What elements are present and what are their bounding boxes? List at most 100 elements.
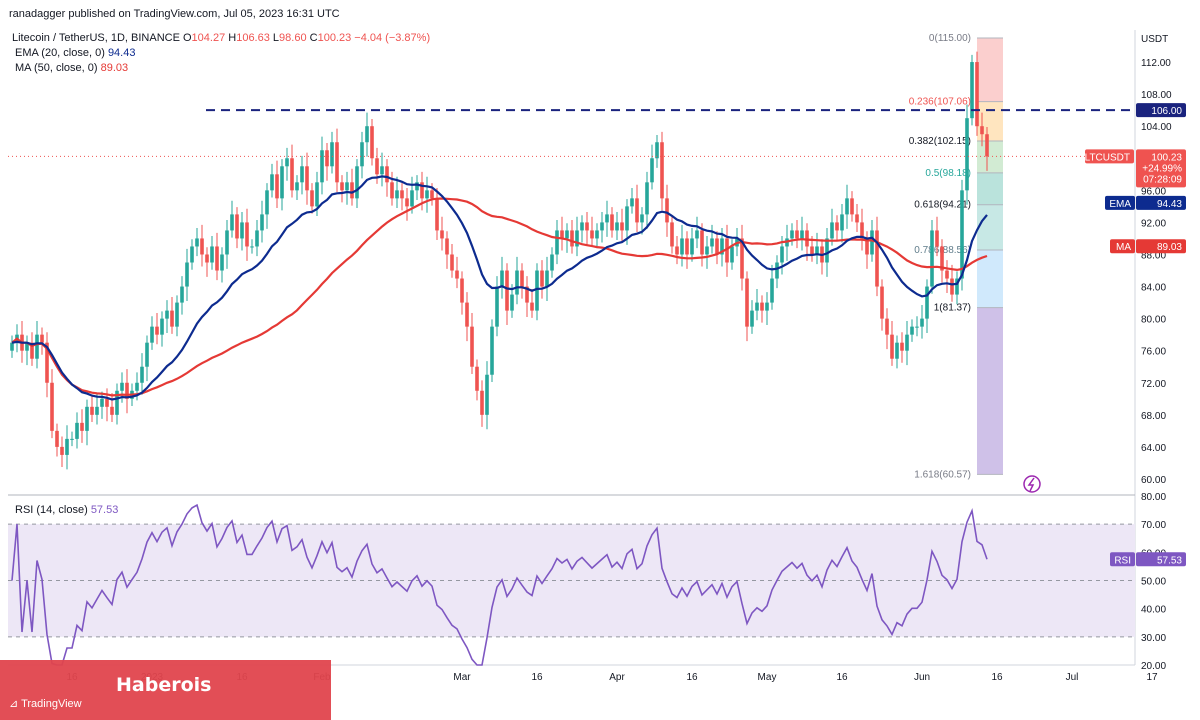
candle-body <box>120 382 124 391</box>
candle-body <box>580 222 584 231</box>
candle-body <box>415 182 419 191</box>
candle-body <box>555 230 559 255</box>
candle-body <box>675 246 679 255</box>
candle-body <box>145 342 149 367</box>
candle-body <box>275 174 279 199</box>
candle-body <box>250 246 254 248</box>
price-tick-label: 88.00 <box>1141 250 1166 261</box>
rsi-tick-label: 30.00 <box>1141 633 1166 644</box>
price-tick-label: 64.00 <box>1141 443 1166 454</box>
candle-body <box>885 318 889 335</box>
candle-body <box>380 166 384 175</box>
candle-body <box>565 230 569 239</box>
candle-body <box>545 270 549 287</box>
candle-body <box>260 214 264 231</box>
candle-body <box>740 238 744 279</box>
ma-name-badge-text: MA <box>1116 242 1131 253</box>
candle-body <box>110 406 114 415</box>
candle-body <box>210 246 214 263</box>
candle-body <box>715 238 719 255</box>
candle-body <box>845 198 849 215</box>
candle-body <box>370 126 374 159</box>
time-tick-label: May <box>758 672 777 683</box>
candle-body <box>345 182 349 191</box>
candle-body <box>440 230 444 239</box>
candle-body <box>895 342 899 359</box>
candle-body <box>720 238 724 255</box>
candle-body <box>400 190 404 199</box>
candle-body <box>285 158 289 167</box>
candle-body <box>95 406 99 415</box>
candle-body <box>575 230 579 247</box>
candle-body <box>75 422 79 439</box>
fib-zone <box>977 38 1003 102</box>
candle-body <box>485 374 489 415</box>
candle-body <box>470 326 474 367</box>
watermark-banner <box>0 660 331 720</box>
lightning-icon[interactable] <box>1023 475 1041 493</box>
fib-level-label: 0.5(98.18) <box>925 168 971 179</box>
fib-zone <box>977 204 1003 250</box>
candle-body <box>920 318 924 327</box>
candle-body <box>365 126 369 143</box>
candle-body <box>135 382 139 391</box>
candle-body <box>570 230 574 247</box>
candle-body <box>680 238 684 255</box>
candle-body <box>360 142 364 167</box>
candle-body <box>645 182 649 215</box>
candle-body <box>855 214 859 223</box>
candle-body <box>355 166 359 199</box>
candle-body <box>840 214 844 231</box>
ema-value-badge-text: 94.43 <box>1157 199 1182 210</box>
candle-body <box>650 158 654 183</box>
candle-body <box>980 126 984 135</box>
candle-body <box>265 190 269 215</box>
candle-body <box>695 230 699 239</box>
candle-body <box>710 238 714 247</box>
candle-body <box>460 278 464 303</box>
candle-body <box>530 302 534 311</box>
candle-body <box>585 222 589 231</box>
candle-body <box>850 198 854 215</box>
candle-body <box>340 182 344 191</box>
candle-body <box>690 238 694 255</box>
ema-name-badge-text: EMA <box>1109 199 1131 210</box>
resistance-badge-text: 106.00 <box>1151 106 1182 117</box>
ema-value-badge-bg <box>1136 195 1186 210</box>
rsi-value-badge-text: 57.53 <box>1157 555 1182 566</box>
published-line: ranadagger published on TradingView.com,… <box>9 8 340 20</box>
fib-zone <box>977 172 1003 205</box>
candle-body <box>35 334 39 359</box>
candle-body <box>405 198 409 207</box>
ma-legend: MA (50, close, 0) 89.03 <box>15 62 128 74</box>
price-tick-label: 68.00 <box>1141 411 1166 422</box>
candle-body <box>810 246 814 255</box>
candle-body <box>240 222 244 239</box>
candle-body <box>975 62 979 127</box>
rsi-tick-label: 80.00 <box>1141 492 1166 503</box>
candle-body <box>750 310 754 327</box>
candle-body <box>540 270 544 287</box>
time-tick-label: 16 <box>686 672 698 683</box>
candle-body <box>410 190 414 207</box>
candle-body <box>805 230 809 247</box>
fib-level-label: 0(115.00) <box>929 33 971 44</box>
candle-body <box>625 206 629 231</box>
candles-group <box>10 51 989 470</box>
candle-body <box>835 222 839 231</box>
candle-body <box>960 190 964 279</box>
candle-body <box>115 390 119 415</box>
candle-body <box>495 286 499 327</box>
candle-body <box>25 342 29 351</box>
candle-body <box>475 366 479 391</box>
candle-body <box>350 182 354 199</box>
tradingview-logo: ⊿ TradingView <box>9 698 82 710</box>
candle-body <box>815 246 819 255</box>
candle-body <box>385 166 389 183</box>
candle-body <box>280 166 284 199</box>
candle-body <box>970 62 974 119</box>
price-tick-label: 72.00 <box>1141 379 1166 390</box>
currency-label: USDT <box>1141 34 1168 45</box>
candle-body <box>515 270 519 295</box>
